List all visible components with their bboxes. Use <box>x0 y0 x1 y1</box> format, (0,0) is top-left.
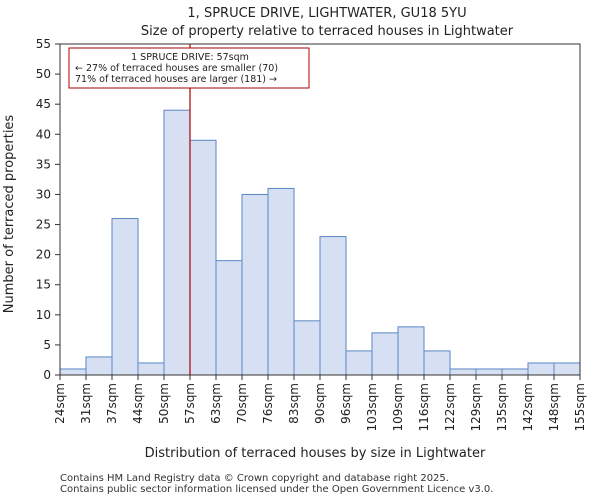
bar <box>267 187 295 376</box>
bar <box>397 326 425 376</box>
x-tick-label: 70sqm <box>235 383 249 424</box>
x-tick-label: 57sqm <box>183 383 197 424</box>
bar <box>319 236 347 376</box>
y-tick-label: 5 <box>43 338 51 352</box>
bar <box>501 368 529 376</box>
x-tick-label: 135sqm <box>495 383 509 431</box>
y-tick-label: 0 <box>43 368 51 382</box>
bar <box>189 139 217 376</box>
bar <box>553 362 581 376</box>
y-tick-label: 25 <box>36 218 51 232</box>
x-axis-ticks: 24sqm 31sqm 37sqm 44sqm 50sqm 57sqm 63sqm 70sqm… <box>53 375 587 431</box>
x-tick-label: 63sqm <box>209 383 223 424</box>
chart-subtitle: Size of property relative to terraced ho… <box>141 24 514 39</box>
bar <box>85 356 113 376</box>
chart-title: 1, SPRUCE DRIVE, LIGHTWATER, GU18 5YU <box>187 6 466 21</box>
y-tick-label: 40 <box>36 127 51 141</box>
y-tick-label: 10 <box>36 308 51 322</box>
bar <box>163 109 191 376</box>
x-tick-label: 76sqm <box>261 383 275 424</box>
x-tick-label: 109sqm <box>391 383 405 431</box>
bars <box>59 109 581 376</box>
bar <box>241 193 269 376</box>
x-axis-label: Distribution of terraced houses by size … <box>145 446 486 461</box>
y-tick-label: 45 <box>36 97 51 111</box>
x-tick-label: 122sqm <box>443 383 457 431</box>
x-tick-label: 24sqm <box>53 383 67 424</box>
bar <box>59 368 87 376</box>
bar <box>423 350 451 376</box>
bar <box>215 260 243 376</box>
bar <box>111 218 139 376</box>
y-tick-label: 20 <box>36 248 51 262</box>
y-tick-label: 50 <box>36 67 51 81</box>
plot-frame <box>59 43 581 376</box>
annotation-line-1: 1 SPRUCE DRIVE: 57sqm <box>131 52 249 63</box>
y-tick-label: 55 <box>36 37 51 51</box>
bar <box>293 320 321 376</box>
x-tick-label: 37sqm <box>105 383 119 424</box>
x-tick-label: 103sqm <box>365 383 379 431</box>
y-tick-label: 15 <box>36 278 51 292</box>
x-tick-label: 44sqm <box>131 383 145 424</box>
bar <box>137 362 165 376</box>
x-tick-label: 116sqm <box>417 383 431 431</box>
bar <box>475 368 503 376</box>
y-axis-label: Number of terraced properties <box>2 115 17 314</box>
x-tick-label: 50sqm <box>157 383 171 424</box>
x-tick-label: 155sqm <box>573 383 587 431</box>
bar <box>345 350 373 376</box>
y-axis-ticks: 0 5 10 15 20 25 30 35 40 45 50 55 <box>36 37 60 382</box>
y-tick-label: 35 <box>36 157 51 171</box>
bar <box>371 332 399 376</box>
x-tick-label: 148sqm <box>547 383 561 431</box>
x-tick-label: 90sqm <box>313 383 327 424</box>
y-tick-label: 30 <box>36 187 51 201</box>
footer-line-2: Contains public sector information licen… <box>60 484 494 495</box>
annotation-box: 1 SPRUCE DRIVE: 57sqm ← 27% of terraced … <box>68 47 310 89</box>
bar <box>527 362 555 376</box>
x-tick-label: 129sqm <box>469 383 483 431</box>
x-tick-label: 142sqm <box>521 383 535 431</box>
bar <box>449 368 477 376</box>
x-tick-label: 31sqm <box>79 383 93 424</box>
x-tick-label: 96sqm <box>339 383 353 424</box>
x-tick-label: 83sqm <box>287 383 301 424</box>
annotation-line-2: ← 27% of terraced houses are smaller (70… <box>75 63 278 74</box>
footer-line-1: Contains HM Land Registry data © Crown c… <box>60 473 449 484</box>
annotation-line-3: 71% of terraced houses are larger (181) … <box>75 74 277 85</box>
